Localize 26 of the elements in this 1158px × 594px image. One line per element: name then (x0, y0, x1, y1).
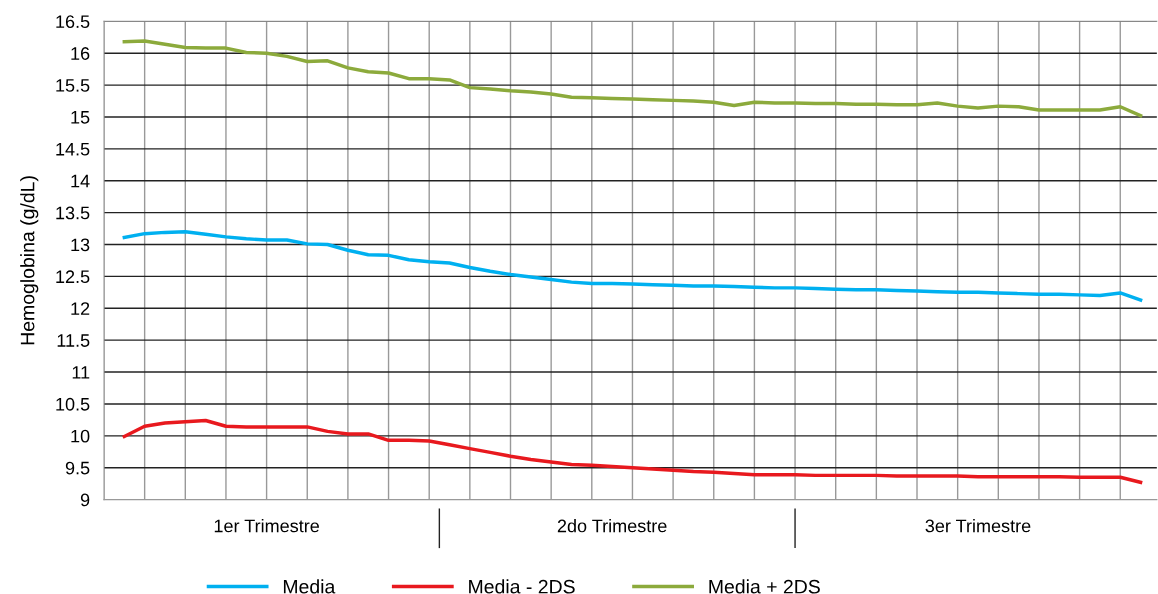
y-tick-label: 15.5 (56, 79, 90, 92)
line-series (122, 39, 1143, 118)
y-tick-label: 11 (72, 366, 90, 379)
legend-label: Media - 2DS (469, 579, 575, 594)
x-tick-label: 1er Trimestre (214, 519, 319, 533)
y-tick-label: 12.5 (56, 270, 90, 284)
y-tick-label: 10 (71, 429, 90, 443)
y-axis-title: Hemoglobina (g/dL) (20, 176, 39, 345)
y-tick-label: 14 (71, 174, 90, 188)
x-tick-label: 3er Trimestre (925, 519, 1031, 533)
y-tick-label: 12 (71, 302, 90, 315)
y-tick-label: 13 (71, 238, 90, 252)
y-tick-label: 11.5 (57, 334, 90, 347)
y-tick-label: 16.5 (56, 15, 90, 29)
y-tick-label: 10.5 (56, 397, 90, 411)
legend-label: Media (283, 579, 336, 594)
legend-label: Media + 2DS (709, 579, 820, 594)
y-tick-label: 9 (80, 493, 90, 507)
y-tick-label: 13.5 (56, 206, 90, 220)
y-tick-label: 16 (71, 47, 90, 60)
x-tick-label: 2do Trimestre (557, 519, 667, 533)
y-tick-label: 15 (71, 111, 90, 124)
y-tick-label: 14.5 (56, 142, 90, 156)
line-series (122, 418, 1143, 485)
y-tick-label: 9.5 (65, 461, 90, 475)
line-series (122, 230, 1143, 302)
